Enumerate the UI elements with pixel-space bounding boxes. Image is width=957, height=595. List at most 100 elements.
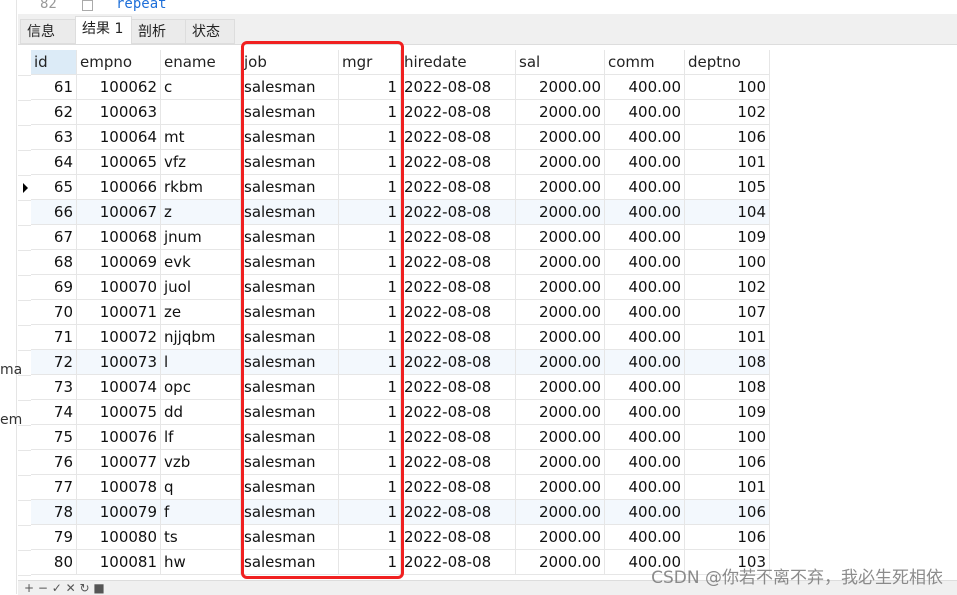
cell-id[interactable]: 63 [31, 125, 77, 150]
cell-deptno[interactable]: 103 [685, 550, 770, 575]
row-marker[interactable] [18, 425, 31, 451]
cell-job[interactable]: salesman [241, 250, 339, 275]
cell-ename[interactable]: njjqbm [161, 325, 241, 350]
cell-hiredate[interactable]: 2022-08-08 [401, 275, 516, 300]
cell-ename[interactable]: vfz [161, 150, 241, 175]
cell-deptno[interactable]: 109 [685, 400, 770, 425]
cell-hiredate[interactable]: 2022-08-08 [401, 450, 516, 475]
cell-sal[interactable]: 2000.00 [516, 350, 605, 375]
cell-comm[interactable]: 400.00 [605, 550, 685, 575]
cell-empno[interactable]: 100077 [77, 450, 161, 475]
cell-comm[interactable]: 400.00 [605, 525, 685, 550]
cell-hiredate[interactable]: 2022-08-08 [401, 100, 516, 125]
cell-ename[interactable]: c [161, 75, 241, 100]
cell-ename[interactable]: l [161, 350, 241, 375]
cell-mgr[interactable]: 1 [339, 525, 401, 550]
cell-deptno[interactable]: 109 [685, 225, 770, 250]
column-header-mgr[interactable]: mgr [339, 50, 401, 75]
cell-job[interactable]: salesman [241, 425, 339, 450]
cell-job[interactable]: salesman [241, 150, 339, 175]
cell-empno[interactable]: 100075 [77, 400, 161, 425]
cell-hiredate[interactable]: 2022-08-08 [401, 400, 516, 425]
cell-id[interactable]: 78 [31, 500, 77, 525]
cell-comm[interactable]: 400.00 [605, 425, 685, 450]
table-row[interactable]: 67 100068 jnum salesman 1 2022-08-08 2000.00 40… [18, 225, 770, 251]
cell-sal[interactable]: 2000.00 [516, 425, 605, 450]
cell-comm[interactable]: 400.00 [605, 450, 685, 475]
table-row[interactable]: 75 100076 lf salesman 1 2022-08-08 2000.00 400.… [18, 425, 770, 451]
row-marker[interactable] [18, 175, 31, 201]
cell-empno[interactable]: 100070 [77, 275, 161, 300]
row-marker[interactable] [18, 325, 31, 351]
cell-job[interactable]: salesman [241, 375, 339, 400]
table-row[interactable]: 78 100079 f salesman 1 2022-08-08 2000.00 400.0… [18, 500, 770, 526]
cell-sal[interactable]: 2000.00 [516, 200, 605, 225]
cell-hiredate[interactable]: 2022-08-08 [401, 350, 516, 375]
cell-ename[interactable]: dd [161, 400, 241, 425]
cell-job[interactable]: salesman [241, 175, 339, 200]
cell-hiredate[interactable]: 2022-08-08 [401, 200, 516, 225]
cell-empno[interactable]: 100074 [77, 375, 161, 400]
cell-hiredate[interactable]: 2022-08-08 [401, 550, 516, 575]
row-marker[interactable] [18, 550, 31, 576]
row-marker[interactable] [18, 50, 31, 76]
cell-sal[interactable]: 2000.00 [516, 275, 605, 300]
cell-id[interactable]: 76 [31, 450, 77, 475]
cell-empno[interactable]: 100065 [77, 150, 161, 175]
cell-sal[interactable]: 2000.00 [516, 150, 605, 175]
cell-comm[interactable]: 400.00 [605, 475, 685, 500]
cell-sal[interactable]: 2000.00 [516, 325, 605, 350]
header-row[interactable]: id empno ename job mgr hiredate sal comm deptno [18, 50, 770, 76]
cell-ename[interactable]: mt [161, 125, 241, 150]
cell-sal[interactable]: 2000.00 [516, 450, 605, 475]
row-marker[interactable] [18, 525, 31, 551]
row-marker[interactable] [18, 500, 31, 526]
row-marker[interactable] [18, 475, 31, 501]
cell-mgr[interactable]: 1 [339, 275, 401, 300]
cell-empno[interactable]: 100062 [77, 75, 161, 100]
cell-id[interactable]: 62 [31, 100, 77, 125]
cell-empno[interactable]: 100069 [77, 250, 161, 275]
table-row[interactable]: 64 100065 vfz salesman 1 2022-08-08 2000.00 400… [18, 150, 770, 176]
cell-hiredate[interactable]: 2022-08-08 [401, 475, 516, 500]
cell-job[interactable]: salesman [241, 450, 339, 475]
cell-mgr[interactable]: 1 [339, 550, 401, 575]
cell-id[interactable]: 61 [31, 75, 77, 100]
row-marker[interactable] [18, 100, 31, 126]
cell-ename[interactable]: lf [161, 425, 241, 450]
table-row[interactable]: 69 100070 juol salesman 1 2022-08-08 2000.00 40… [18, 275, 770, 301]
cell-empno[interactable]: 100076 [77, 425, 161, 450]
column-header-hiredate[interactable]: hiredate [401, 50, 516, 75]
cell-hiredate[interactable]: 2022-08-08 [401, 525, 516, 550]
row-marker[interactable] [18, 300, 31, 326]
cell-empno[interactable]: 100079 [77, 500, 161, 525]
row-marker[interactable] [18, 275, 31, 301]
cell-id[interactable]: 80 [31, 550, 77, 575]
table-row[interactable]: 62 100063 salesman 1 2022-08-08 2000.00 400.00… [18, 100, 770, 126]
cell-empno[interactable]: 100078 [77, 475, 161, 500]
cell-comm[interactable]: 400.00 [605, 350, 685, 375]
cell-id[interactable]: 67 [31, 225, 77, 250]
column-header-job[interactable]: job [241, 50, 339, 75]
cell-sal[interactable]: 2000.00 [516, 75, 605, 100]
row-marker[interactable] [18, 225, 31, 251]
column-header-ename[interactable]: ename [161, 50, 241, 75]
cell-empno[interactable]: 100068 [77, 225, 161, 250]
cell-empno[interactable]: 100080 [77, 525, 161, 550]
cell-mgr[interactable]: 1 [339, 300, 401, 325]
table-row[interactable]: 70 100071 ze salesman 1 2022-08-08 2000.00 400.… [18, 300, 770, 326]
cell-id[interactable]: 68 [31, 250, 77, 275]
cell-empno[interactable]: 100072 [77, 325, 161, 350]
cell-id[interactable]: 70 [31, 300, 77, 325]
cell-hiredate[interactable]: 2022-08-08 [401, 425, 516, 450]
cell-job[interactable]: salesman [241, 400, 339, 425]
cell-ename[interactable]: z [161, 200, 241, 225]
cell-deptno[interactable]: 107 [685, 300, 770, 325]
column-header-deptno[interactable]: deptno [685, 50, 770, 75]
cell-mgr[interactable]: 1 [339, 425, 401, 450]
cell-comm[interactable]: 400.00 [605, 500, 685, 525]
cell-hiredate[interactable]: 2022-08-08 [401, 500, 516, 525]
cell-mgr[interactable]: 1 [339, 400, 401, 425]
cell-comm[interactable]: 400.00 [605, 225, 685, 250]
cell-job[interactable]: salesman [241, 325, 339, 350]
